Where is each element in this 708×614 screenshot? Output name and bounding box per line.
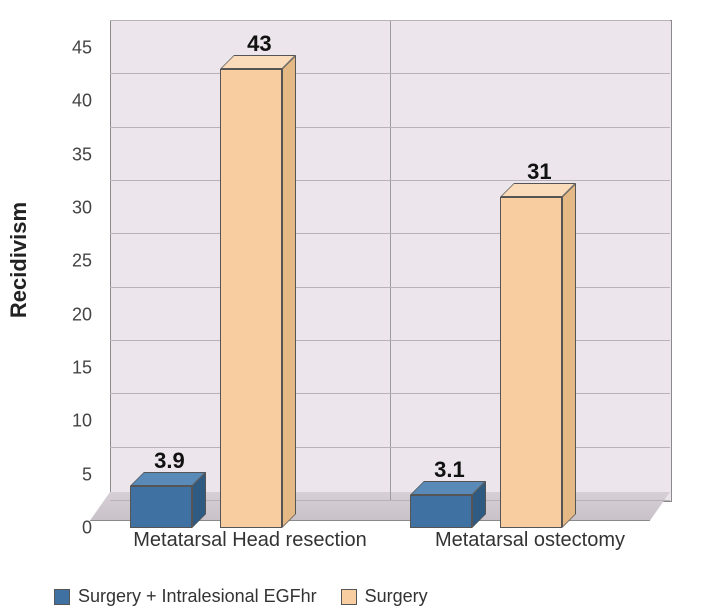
y-tick-label: 15 [42,358,92,379]
gridline [110,180,670,181]
bar-1-1 [500,197,562,528]
x-category-0: Metatarsal Head resection [120,528,380,553]
value-label: 31 [527,159,551,185]
y-tick-label: 40 [42,91,92,112]
y-tick-label: 10 [42,411,92,432]
gridline [110,393,670,394]
gridline [110,447,670,448]
y-tick-label: 35 [42,144,92,165]
gridline [110,340,670,341]
gridline [110,127,670,128]
legend-label-1: Surgery [365,586,428,607]
legend-swatch-0 [54,589,70,605]
y-tick-label: 25 [42,251,92,272]
value-label: 3.9 [154,448,185,474]
legend-label-0: Surgery + Intralesional EGFhr [78,586,317,607]
bar-1-0 [410,495,472,528]
gridline [110,73,670,74]
legend-item-1: Surgery [341,586,428,607]
y-tick-label: 5 [42,464,92,485]
x-category-1: Metatarsal ostectomy [400,528,660,553]
plot-background [110,20,672,502]
y-tick-label: 20 [42,304,92,325]
gridline [110,233,670,234]
bar-0-1 [220,69,282,528]
y-tick-label: 30 [42,198,92,219]
gridline [110,20,670,21]
category-separator [390,20,391,500]
y-axis-title: Recidivism [6,202,32,318]
legend: Surgery + Intralesional EGFhr Surgery [54,586,428,607]
y-tick-label: 0 [42,518,92,539]
value-label: 3.1 [434,457,465,483]
value-label: 43 [247,31,271,57]
chart-container: 0 5 10 15 20 25 30 35 40 45 Recidivism 3.9 43 3.1 31… [0,0,708,614]
legend-swatch-1 [341,589,357,605]
gridline [110,287,670,288]
bar-0-0 [130,486,192,528]
y-tick-label: 45 [42,38,92,59]
legend-item-0: Surgery + Intralesional EGFhr [54,586,317,607]
